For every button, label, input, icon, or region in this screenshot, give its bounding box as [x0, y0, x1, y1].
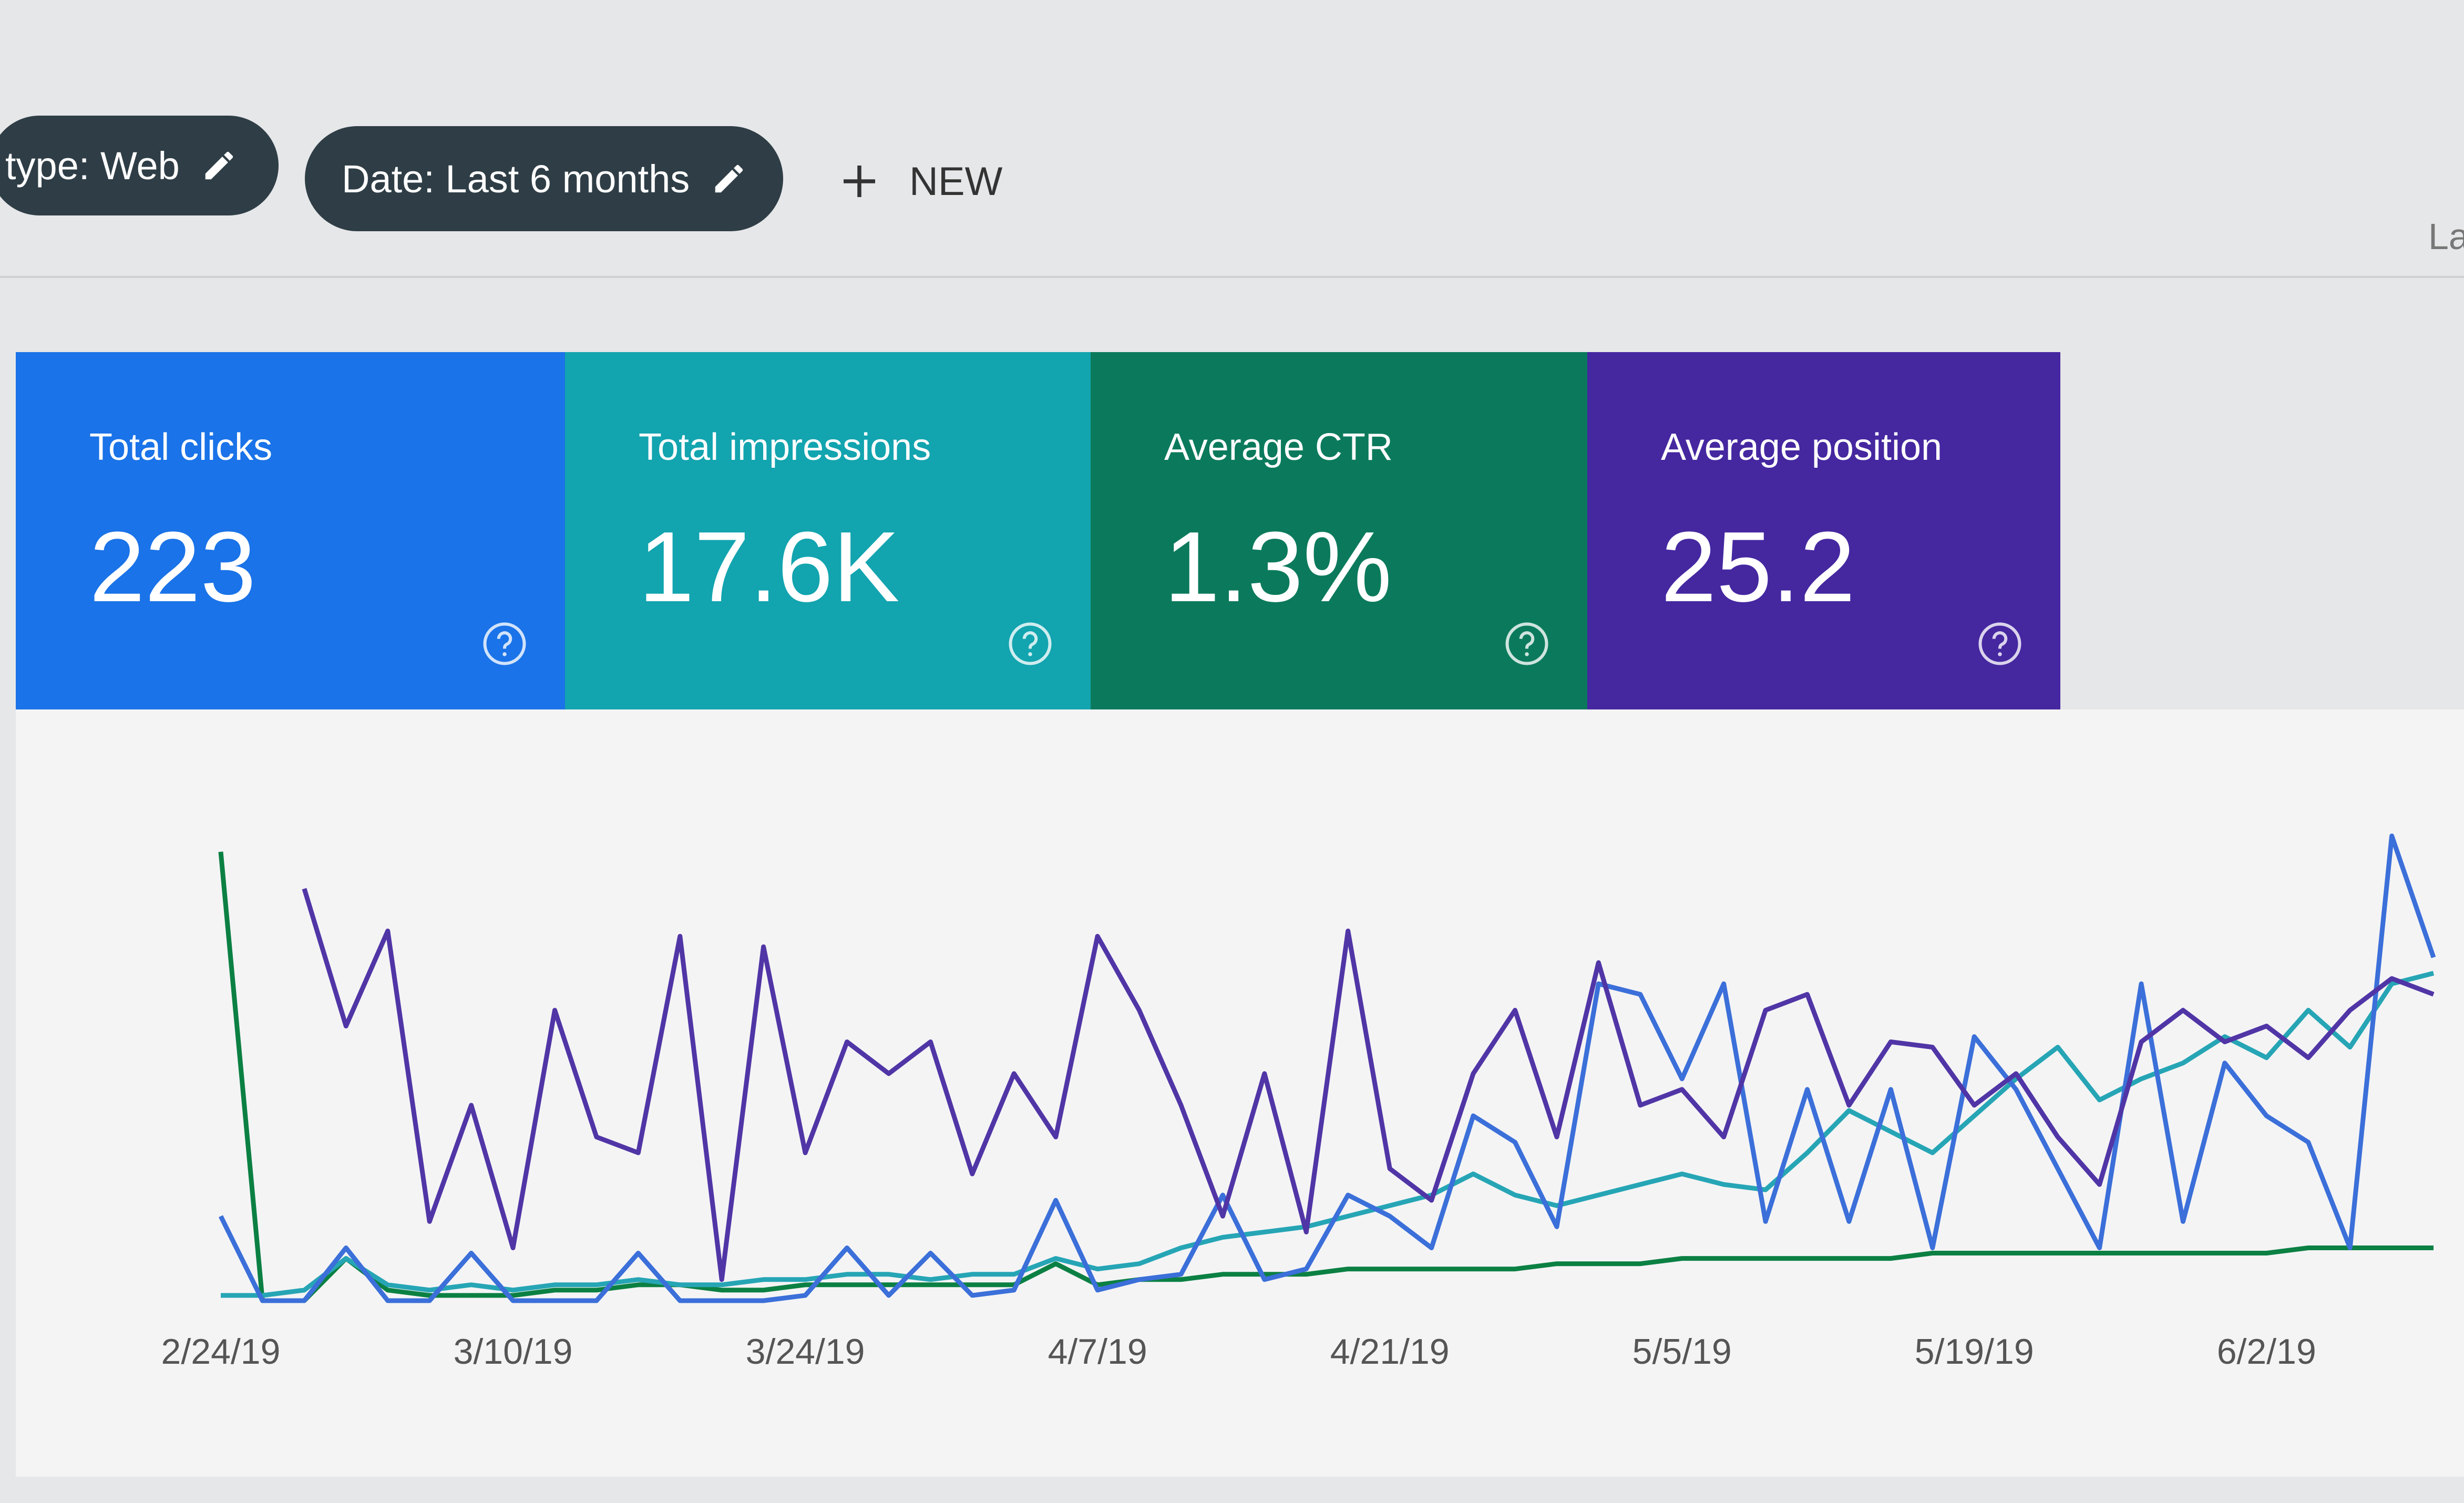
chart: 2/24/19 3/10/19 3/24/19 4/7/19 4/21/19 5/5/19…	[161, 833, 2436, 1372]
metric-value: 1.3%	[1164, 511, 1392, 623]
series-line	[218, 833, 2436, 1303]
help-icon[interactable]	[1976, 620, 2024, 667]
divider	[0, 276, 2464, 278]
chart-panel: 2/24/19 3/10/19 3/24/19 4/7/19 4/21/19 5/5/19…	[16, 709, 2464, 1477]
filter-chip[interactable]: Date: Last 6 months	[305, 126, 783, 231]
edit-icon[interactable]	[711, 160, 747, 197]
new-filter-button[interactable]: NEW	[836, 158, 1002, 205]
series-line	[218, 851, 2434, 1303]
metric-value: 25.2	[1661, 511, 1855, 623]
x-tick-label: 3/10/19	[454, 1332, 573, 1372]
x-tick-label: 4/7/19	[1048, 1332, 1147, 1372]
series-line	[221, 971, 2435, 1298]
metric-card[interactable]: Average CTR 1.3%	[1091, 352, 1587, 709]
cutoff-text: La	[2428, 216, 2464, 257]
metric-card[interactable]: Total clicks 223	[16, 352, 565, 709]
new-label: NEW	[909, 159, 1003, 204]
x-tick-label: 4/21/19	[1330, 1332, 1450, 1372]
x-tick-label: 5/19/19	[1915, 1332, 2034, 1372]
metric-label: Total clicks	[89, 426, 273, 468]
filter-chip[interactable]: type: Web	[0, 116, 279, 215]
help-icon[interactable]	[481, 620, 528, 667]
metric-value: 17.6K	[639, 511, 900, 623]
filter-label: type: Web	[5, 143, 180, 188]
metric-label: Total impressions	[639, 426, 931, 468]
metric-label: Average CTR	[1164, 426, 1393, 468]
x-tick-label: 6/2/19	[2217, 1332, 2316, 1372]
metric-card[interactable]: Average position 25.2	[1587, 352, 2060, 709]
metric-card[interactable]: Total impressions 17.6K	[565, 352, 1091, 709]
series-line	[302, 888, 2435, 1282]
x-tick-label: 5/5/19	[1633, 1332, 1732, 1372]
metric-label: Average position	[1661, 426, 1943, 468]
edit-icon[interactable]	[201, 147, 238, 184]
x-tick-label: 3/24/19	[746, 1332, 865, 1372]
x-tick-label: 2/24/19	[161, 1332, 281, 1372]
help-icon[interactable]	[1007, 620, 1054, 667]
filter-label: Date: Last 6 months	[342, 157, 690, 201]
help-icon[interactable]	[1503, 620, 1551, 667]
plus-icon	[844, 166, 875, 197]
metric-value: 223	[89, 511, 256, 623]
